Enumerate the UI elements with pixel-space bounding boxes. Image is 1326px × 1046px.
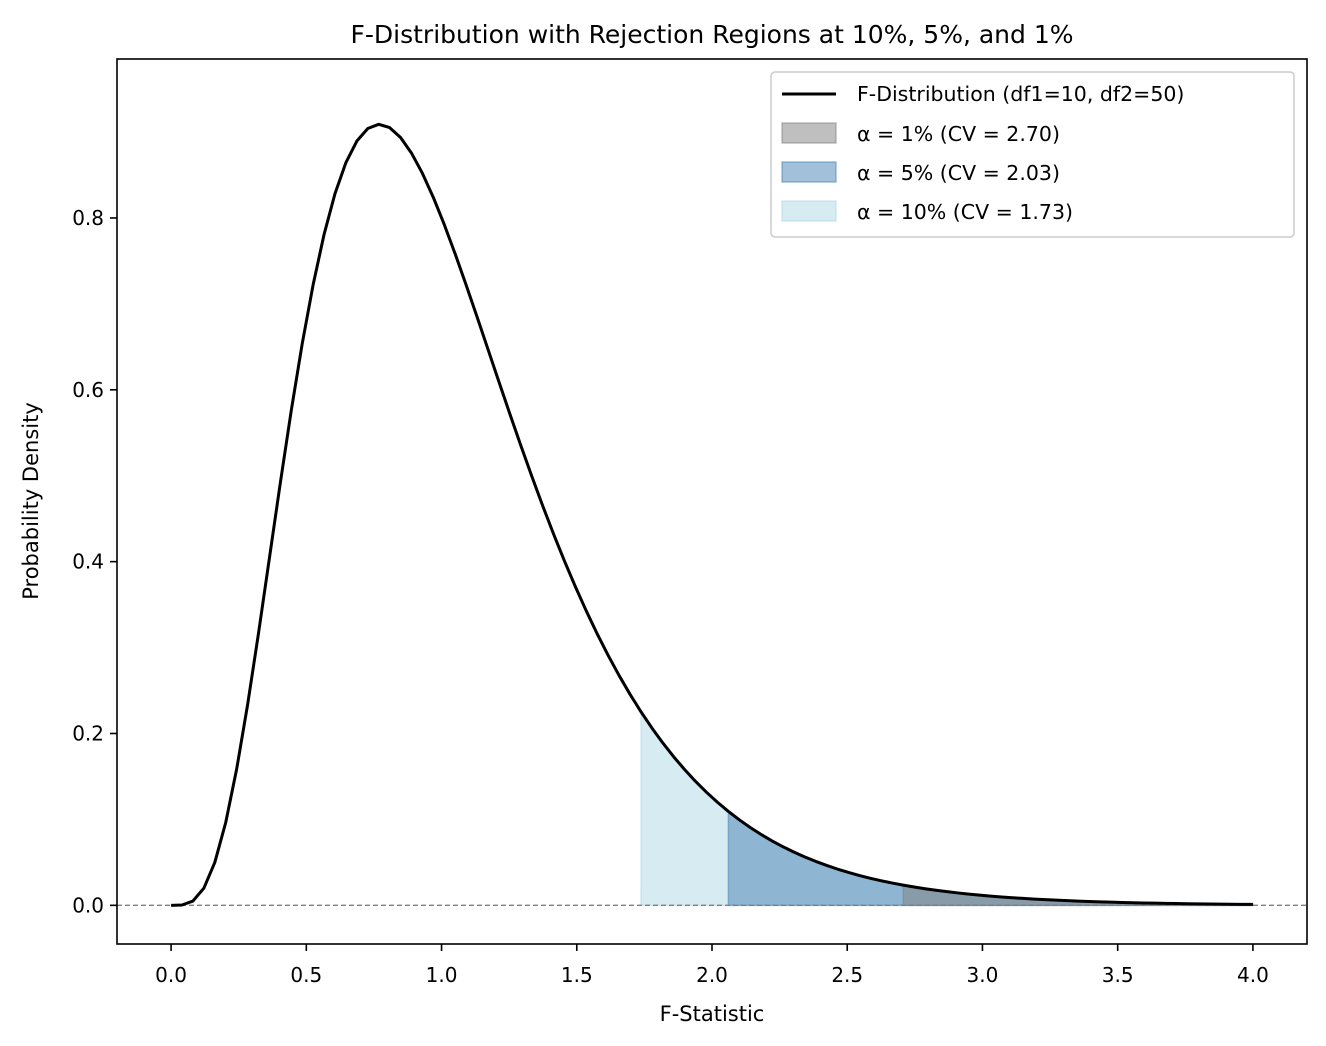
y-tick-label: 0.8 — [72, 206, 104, 230]
legend-label-5pct: α = 5% (CV = 2.03) — [857, 161, 1060, 185]
y-axis-ticks: 0.0 0.2 0.4 0.6 0.8 — [72, 206, 117, 917]
y-tick-label: 0.4 — [72, 550, 104, 574]
x-tick-label: 1.0 — [426, 963, 458, 987]
x-tick-label: 1.5 — [561, 963, 593, 987]
x-tick-label: 2.0 — [696, 963, 728, 987]
x-tick-label: 3.5 — [1102, 963, 1134, 987]
legend-swatch-10pct — [781, 200, 837, 222]
legend-label-10pct: α = 10% (CV = 1.73) — [857, 200, 1073, 224]
legend-label-distribution: F-Distribution (df1=10, df2=50) — [857, 82, 1184, 106]
legend-swatch-1pct — [781, 122, 837, 144]
y-axis-label: Probability Density — [19, 402, 43, 600]
x-tick-label: 0.0 — [155, 963, 187, 987]
legend-swatch-5pct — [781, 161, 837, 183]
y-tick-label: 0.2 — [72, 721, 104, 745]
x-tick-label: 4.0 — [1237, 963, 1269, 987]
x-axis-ticks: 0.0 0.5 1.0 1.5 2.0 2.5 3.0 3.5 4.0 — [155, 944, 1269, 987]
x-tick-label: 2.5 — [831, 963, 863, 987]
x-axis-label: F-Statistic — [660, 1002, 765, 1026]
y-tick-label: 0.6 — [72, 378, 104, 402]
y-tick-label: 0.0 — [72, 893, 104, 917]
x-tick-label: 0.5 — [290, 963, 322, 987]
legend-label-1pct: α = 1% (CV = 2.70) — [857, 122, 1060, 146]
x-tick-label: 3.0 — [967, 963, 999, 987]
legend-box — [770, 71, 1295, 238]
chart-title: F-Distribution with Rejection Regions at… — [351, 20, 1074, 49]
legend: F-Distribution (df1=10, df2=50) α = 1% (… — [770, 71, 1295, 238]
f-distribution-curve — [171, 122, 1253, 907]
